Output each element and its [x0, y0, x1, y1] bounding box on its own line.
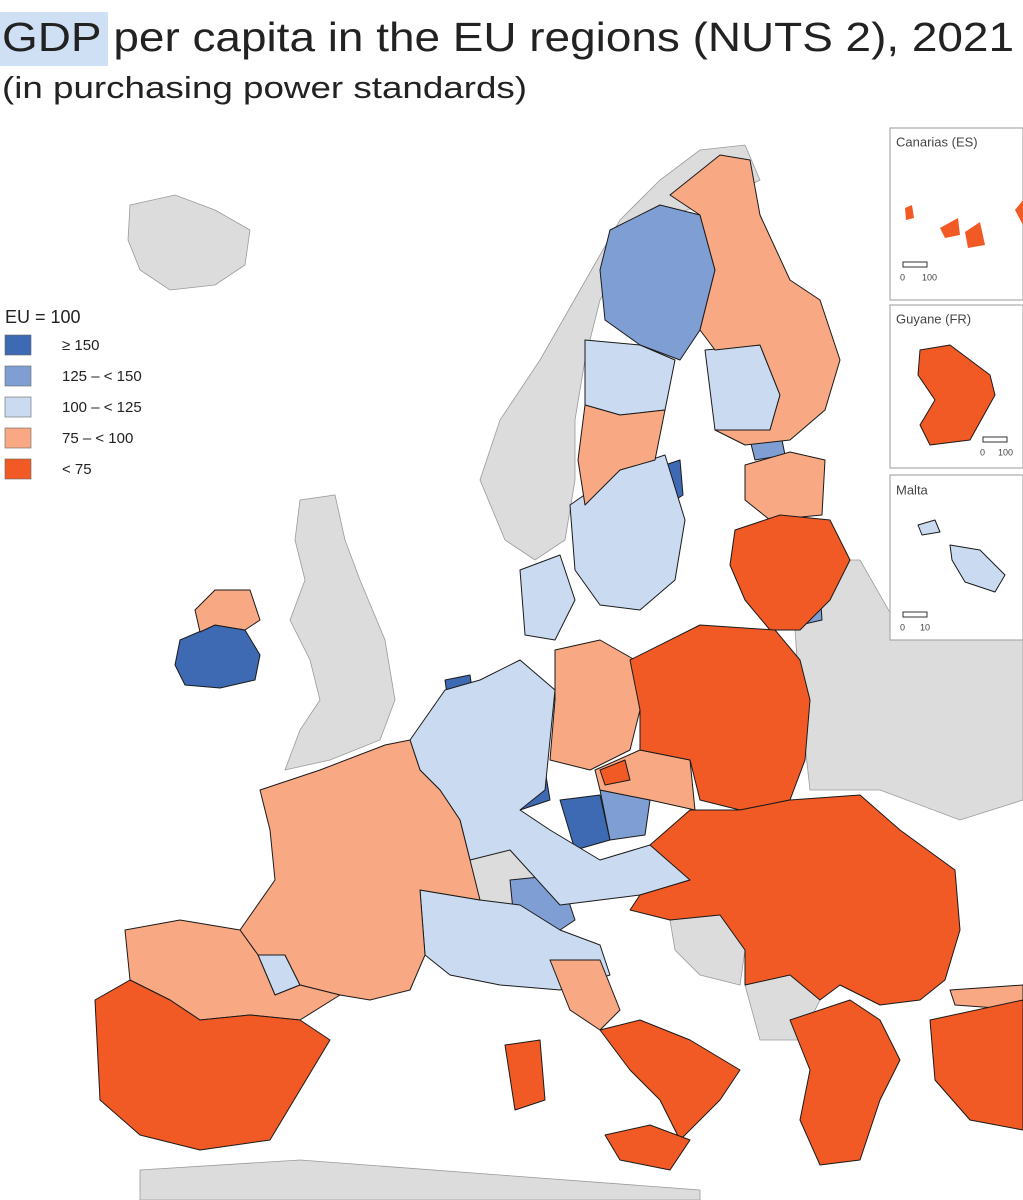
region [729, 514, 851, 631]
scale-label: 0 [900, 622, 905, 632]
scale-label: 100 [922, 272, 937, 282]
region [504, 1039, 546, 1111]
scale-label: 0 [900, 272, 905, 282]
region [599, 1019, 741, 1141]
legend-swatch [4, 396, 32, 418]
inset-label: Guyane (FR) [896, 311, 971, 326]
legend-label: < 75 [62, 461, 92, 478]
scale-bar [902, 611, 928, 618]
scale-bar [902, 261, 928, 268]
scale-bar [982, 436, 1008, 443]
inset-malta: Malta 0 10 [889, 474, 1023, 641]
region [604, 1124, 691, 1171]
legend-label: 125 – < 150 [62, 368, 142, 385]
region [194, 589, 261, 633]
legend-swatch [4, 458, 32, 480]
scale-label: 100 [998, 447, 1013, 457]
iceland [127, 194, 251, 291]
region [519, 554, 576, 641]
inset-label: Malta [896, 482, 929, 497]
region [549, 639, 641, 771]
title: GDP per capita in the EU regions (NUTS 2… [2, 14, 1014, 60]
map [94, 144, 1023, 1200]
scale-label: 0 [980, 447, 985, 457]
region [669, 154, 841, 446]
legend-title: EU = 100 [5, 307, 81, 327]
africa [139, 1159, 701, 1200]
region [577, 404, 666, 506]
legend-label: 75 – < 100 [62, 430, 133, 447]
legend-swatch [4, 365, 32, 387]
scale-label: 10 [920, 622, 930, 632]
inset-guyane: Guyane (FR) 0 100 [889, 304, 1023, 469]
inset-canarias: Canarias (ES) 0 100 [889, 127, 1023, 301]
region [789, 999, 901, 1166]
legend-swatch [4, 427, 32, 449]
region [94, 979, 331, 1151]
selection-highlight [0, 12, 108, 66]
region [929, 999, 1023, 1131]
region [549, 959, 621, 1031]
region [629, 794, 961, 1006]
legend-label: 100 – < 125 [62, 399, 142, 416]
legend: EU = 100 ≥ 150 125 – < 150 100 – < 125 75 –… [4, 307, 142, 480]
great-britain [284, 494, 396, 771]
guyane [917, 344, 996, 446]
legend-label: ≥ 150 [62, 337, 99, 354]
inset-label: Canarias (ES) [896, 134, 978, 149]
legend-swatch [4, 334, 32, 356]
region [744, 451, 826, 521]
region [599, 204, 716, 361]
subtitle: (in purchasing power standards) [2, 70, 527, 105]
islands [917, 519, 1006, 593]
region [599, 759, 631, 786]
